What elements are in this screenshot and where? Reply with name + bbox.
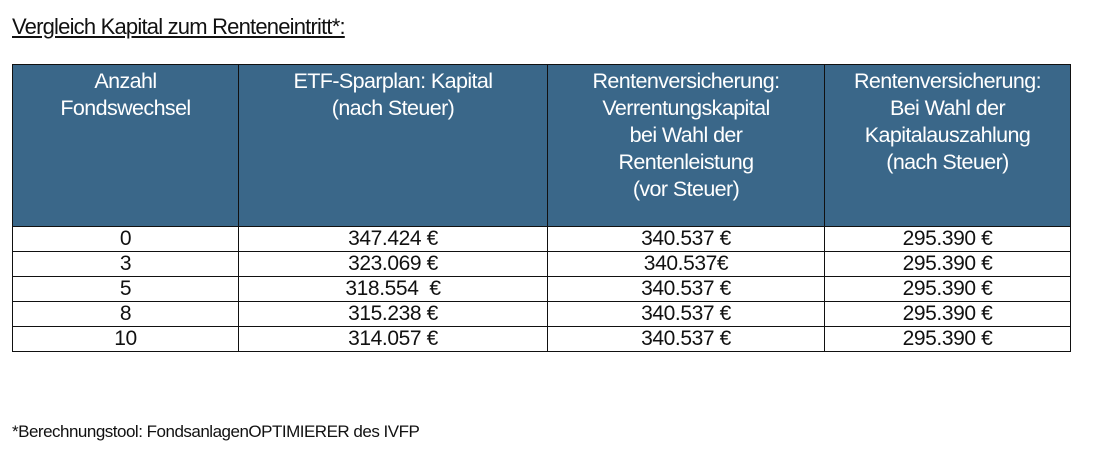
table-cell: 318.554 € <box>238 276 548 302</box>
table-cell: 5 <box>12 276 239 302</box>
table-cell: 3 <box>12 251 239 277</box>
header-line: Rentenleistung <box>618 150 754 174</box>
table-row: 3 323.069 €340.537€ 295.390 € <box>12 251 1071 277</box>
table-cell: 315.238 € <box>238 301 548 327</box>
header-line: (vor Steuer) <box>632 177 740 201</box>
table-cell: 295.390 € <box>824 226 1071 252</box>
column-header: Rentenversicherung: Bei Wahl der Kapitalau… <box>824 64 1071 227</box>
column-header: Rentenversicherung: Verrentungskapital bei… <box>547 64 825 227</box>
table-cell: 340.537 € <box>547 301 825 327</box>
header-line: ETF-Sparplan: Kapital <box>293 69 494 93</box>
table-cell: 340.537€ <box>547 251 825 277</box>
table-cell: 8 <box>12 301 239 327</box>
page-title: Vergleich Kapital zum Renteneintritt*: <box>12 14 346 39</box>
header-line: Bei Wahl der <box>889 96 1006 120</box>
table-cell: 340.537 € <box>547 326 825 352</box>
comparison-table: Anzahl Fondswechsel ETF-Sparplan: Kapital (… <box>12 64 1071 352</box>
table-cell: 295.390 € <box>824 326 1071 352</box>
table-row: 5 318.554 €340.537 €295.390 € <box>12 276 1071 302</box>
column-header: Anzahl Fondswechsel <box>12 64 239 227</box>
header-line: Rentenversicherung: <box>592 69 781 93</box>
table-cell: 347.424 € <box>238 226 548 252</box>
table-row: 0 347.424 €340.537 €295.390 € <box>12 226 1071 252</box>
header-line: (nach Steuer) <box>886 150 1009 174</box>
table-cell: 0 <box>12 226 239 252</box>
table-cell: 314.057 € <box>238 326 548 352</box>
footnote: *Berechnungstool: FondsanlagenOPTIMIERER… <box>12 422 420 441</box>
table-cell: 10 <box>12 326 239 352</box>
table-cell: 295.390 € <box>824 276 1071 302</box>
table-cell: 340.537 € <box>547 276 825 302</box>
column-header: ETF-Sparplan: Kapital (nach Steuer) <box>238 64 548 227</box>
header-line: Anzahl <box>94 69 157 93</box>
header-line: Fondswechsel <box>60 96 191 120</box>
header-line: bei Wahl der <box>629 123 743 147</box>
header-line: Kapitalauszahlung <box>864 123 1031 147</box>
table-cell: 295.390 € <box>824 251 1071 277</box>
table-row: 8 315.238 €340.537 €295.390 € <box>12 301 1071 327</box>
table-cell: 323.069 € <box>238 251 548 277</box>
header-line: (nach Steuer) <box>331 96 455 120</box>
table-cell: 340.537 € <box>547 226 825 252</box>
table-row: 10 314.057 €340.537 €295.390 € <box>12 326 1071 352</box>
table-cell: 295.390 € <box>824 301 1071 327</box>
header-line: Verrentungskapital <box>602 96 770 120</box>
header-line: Rentenversicherung: <box>854 69 1042 93</box>
header-row: Anzahl Fondswechsel ETF-Sparplan: Kapital (… <box>12 64 1071 227</box>
